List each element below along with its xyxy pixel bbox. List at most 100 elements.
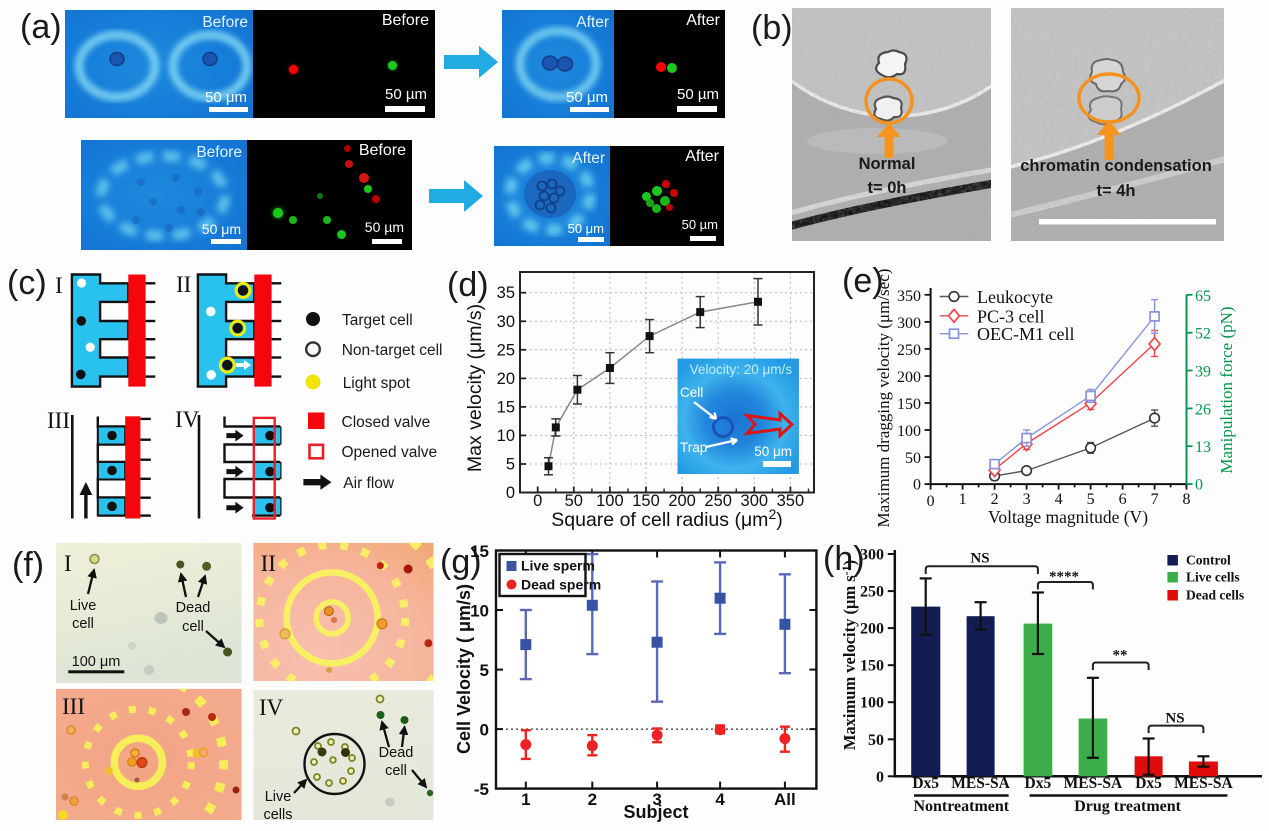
svg-text:100: 100	[897, 423, 921, 440]
svg-text:5: 5	[1087, 491, 1095, 508]
svg-text:Max velocity (μm/s): Max velocity (μm/s)	[464, 304, 486, 472]
svg-text:100: 100	[860, 695, 884, 712]
svg-text:13: 13	[1195, 439, 1211, 456]
svg-text:Dx5: Dx5	[912, 775, 939, 792]
svg-text:cell: cell	[182, 619, 204, 635]
svg-text:350: 350	[777, 492, 805, 510]
svg-text:MES-SA: MES-SA	[951, 775, 1010, 792]
svg-text:-5: -5	[474, 780, 489, 799]
svg-text:Closed valve: Closed valve	[342, 414, 431, 431]
svg-text:30: 30	[497, 313, 515, 331]
svg-text:cells: cells	[263, 807, 292, 823]
svg-text:**: **	[1113, 648, 1128, 664]
svg-text:I: I	[64, 551, 72, 576]
svg-text:39: 39	[1195, 364, 1211, 381]
svg-text:Maximum velocity (μm s-1): Maximum velocity (μm s-1)	[839, 560, 859, 750]
svg-text:Live: Live	[70, 598, 97, 614]
svg-text:50 μm: 50 μm	[566, 89, 608, 106]
svg-text:IV: IV	[175, 407, 200, 432]
svg-text:7: 7	[1151, 491, 1159, 508]
svg-text:50 μm: 50 μm	[205, 89, 247, 106]
svg-text:t= 4h: t= 4h	[1097, 182, 1136, 200]
svg-text:Normal: Normal	[859, 155, 916, 173]
svg-text:Light spot: Light spot	[343, 375, 411, 392]
svg-text:300: 300	[860, 547, 884, 564]
svg-text:Air flow: Air flow	[343, 475, 395, 492]
svg-text:Dead sperm: Dead sperm	[521, 577, 601, 593]
svg-text:4: 4	[1055, 491, 1063, 508]
svg-text:0: 0	[480, 721, 489, 740]
svg-text:cell: cell	[72, 616, 94, 632]
svg-text:Trap: Trap	[680, 440, 707, 455]
svg-text:35: 35	[497, 284, 515, 302]
svg-text:Cell Velocity ( μm/s): Cell Velocity ( μm/s)	[454, 584, 474, 754]
svg-text:6: 6	[1119, 491, 1127, 508]
svg-text:NS: NS	[970, 551, 989, 567]
svg-text:100 μm: 100 μm	[72, 654, 121, 670]
svg-text:Live sperm: Live sperm	[521, 558, 595, 574]
svg-text:250: 250	[704, 492, 732, 510]
svg-text:Non-target cell: Non-target cell	[342, 342, 443, 359]
svg-text:Cell: Cell	[680, 385, 703, 400]
svg-text:8: 8	[1183, 491, 1191, 508]
svg-text:After: After	[572, 150, 605, 167]
svg-text:t= 0h: t= 0h	[868, 179, 907, 197]
svg-text:200: 200	[668, 492, 696, 510]
svg-text:1: 1	[521, 790, 530, 809]
svg-text:Dx5: Dx5	[1135, 775, 1162, 792]
svg-text:50: 50	[868, 732, 884, 749]
svg-text:200: 200	[897, 369, 921, 386]
svg-text:Manipulation force (pN): Manipulation force (pN)	[1217, 306, 1236, 473]
svg-text:MES-SA: MES-SA	[1174, 775, 1233, 792]
svg-text:0: 0	[506, 484, 515, 502]
svg-text:Leukocyte: Leukocyte	[977, 287, 1053, 307]
svg-text:NS: NS	[1165, 711, 1184, 727]
svg-text:0: 0	[927, 493, 935, 510]
svg-text:After: After	[576, 14, 609, 31]
svg-text:PC-3 cell: PC-3 cell	[977, 306, 1045, 326]
svg-text:5: 5	[506, 456, 515, 474]
svg-text:100: 100	[596, 492, 624, 510]
svg-text:MES-SA: MES-SA	[1064, 775, 1123, 792]
svg-text:All: All	[774, 790, 796, 809]
svg-text:0: 0	[913, 477, 921, 494]
svg-text:0: 0	[533, 492, 542, 510]
svg-text:Live cells: Live cells	[1186, 570, 1240, 585]
svg-text:50: 50	[905, 450, 921, 467]
svg-text:Subject: Subject	[623, 802, 688, 822]
svg-text:2: 2	[588, 790, 597, 809]
svg-text:52: 52	[1195, 326, 1211, 343]
svg-text:Maximum dragging velocity (μm/: Maximum dragging velocity (μm/sec)	[874, 269, 893, 528]
svg-text:Dx5: Dx5	[1025, 775, 1052, 792]
svg-text:Before: Before	[202, 14, 248, 31]
svg-text:200: 200	[860, 621, 884, 638]
svg-text:Target cell: Target cell	[342, 312, 413, 329]
svg-text:250: 250	[897, 342, 921, 359]
svg-text:2: 2	[991, 491, 999, 508]
svg-text:5: 5	[480, 661, 489, 680]
svg-text:Voltage magnitude (V): Voltage magnitude (V)	[988, 507, 1148, 527]
svg-text:I: I	[55, 273, 63, 298]
svg-text:0: 0	[1195, 477, 1203, 494]
svg-text:50 μm: 50 μm	[568, 221, 604, 236]
svg-text:150: 150	[860, 658, 884, 675]
svg-text:300: 300	[741, 492, 769, 510]
svg-text:3: 3	[1023, 491, 1031, 508]
svg-text:15: 15	[497, 398, 515, 416]
svg-text:Control: Control	[1186, 553, 1231, 568]
svg-text:250: 250	[860, 584, 884, 601]
svg-text:Dead: Dead	[379, 745, 414, 761]
svg-text:II: II	[261, 551, 276, 576]
svg-text:Opened valve: Opened valve	[342, 444, 438, 461]
svg-text:150: 150	[632, 492, 660, 510]
svg-text:Drug treatment: Drug treatment	[1074, 798, 1181, 815]
svg-text:150: 150	[897, 396, 921, 413]
svg-text:****: ****	[1049, 569, 1079, 585]
svg-text:50 μm: 50 μm	[754, 444, 792, 459]
svg-text:4: 4	[715, 790, 725, 809]
svg-text:Square of cell radius (μm2): Square of cell radius (μm2)	[551, 506, 782, 531]
svg-text:IV: IV	[259, 695, 284, 720]
svg-text:15: 15	[470, 542, 489, 561]
svg-text:III: III	[47, 408, 70, 433]
svg-text:Live: Live	[265, 789, 292, 805]
